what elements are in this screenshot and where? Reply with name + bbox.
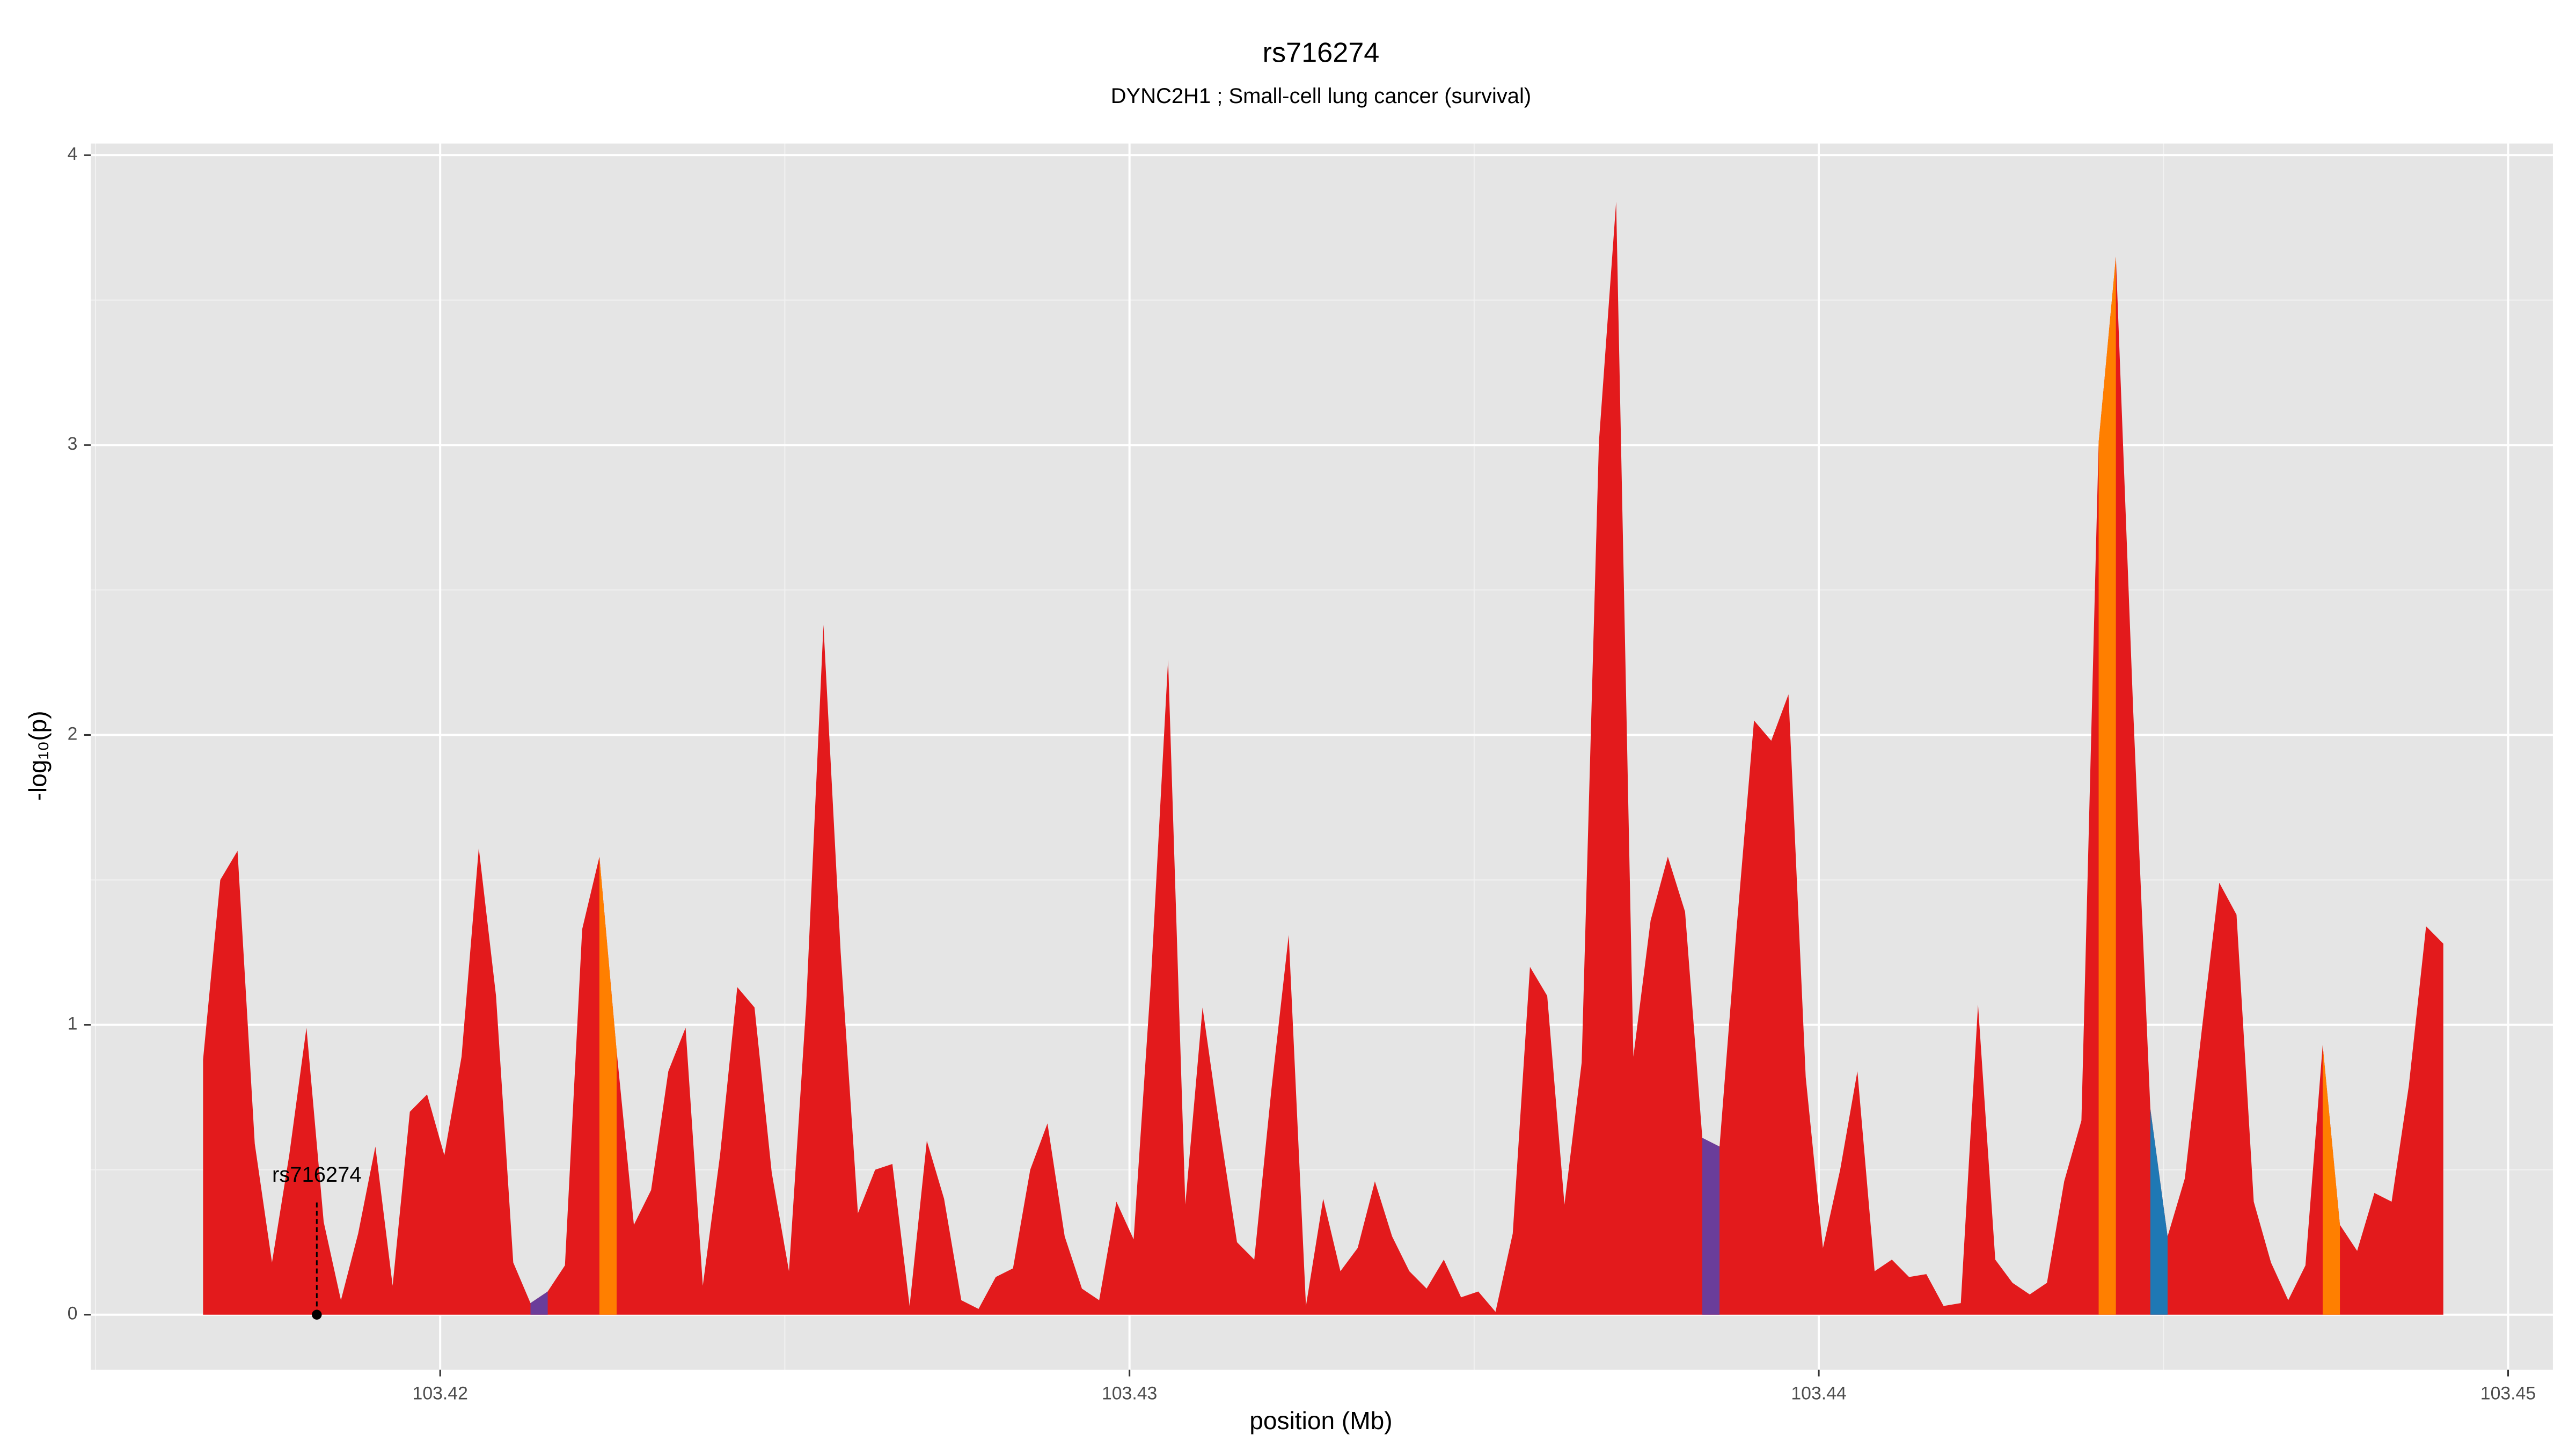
area [203, 201, 2443, 1315]
x-axis-label: position (Mb) [1249, 1407, 1392, 1435]
y-tick-label: 4 [68, 144, 78, 164]
y-tick-label: 1 [68, 1014, 78, 1034]
area [1702, 1138, 1720, 1315]
area [530, 1291, 548, 1315]
area [2098, 257, 2116, 1315]
y-tick-label: 0 [68, 1304, 78, 1324]
area [2322, 1045, 2340, 1315]
y-axis-label: -log₁₀(p) [24, 711, 52, 801]
annotation-label: rs716274 [272, 1163, 362, 1187]
chart-subtitle: DYNC2H1 ; Small-cell lung cancer (surviv… [1111, 84, 1531, 108]
x-tick-label: 103.43 [1102, 1383, 1157, 1403]
y-tick-label: 3 [68, 434, 78, 454]
x-tick-label: 103.44 [1791, 1383, 1846, 1403]
x-tick-label: 103.42 [413, 1383, 468, 1403]
x-tick-label: 103.45 [2480, 1383, 2536, 1403]
y-tick-label: 2 [68, 723, 78, 744]
area [2150, 1109, 2168, 1315]
chart-title: rs716274 [1263, 37, 1380, 68]
annotation-point [312, 1309, 322, 1320]
area [599, 857, 617, 1315]
